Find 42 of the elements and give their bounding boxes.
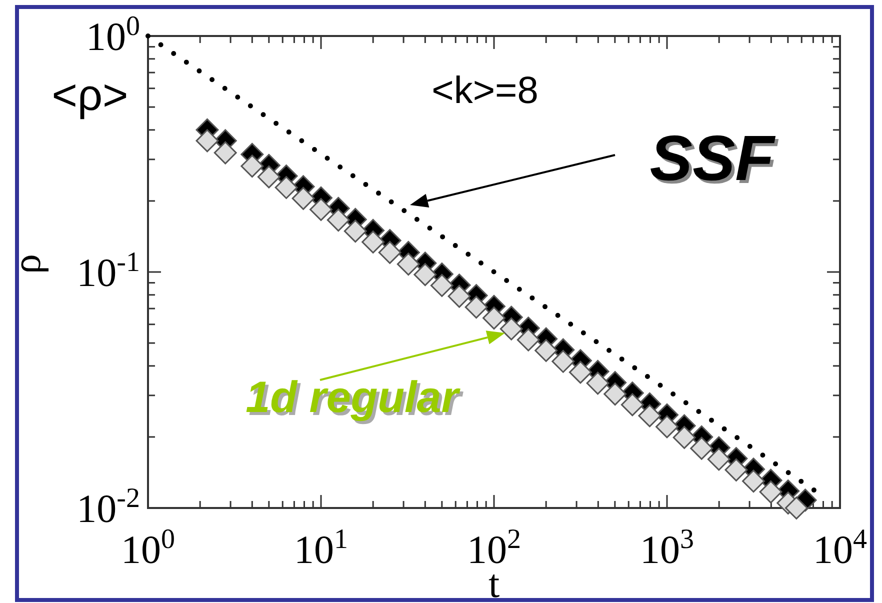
point <box>292 186 315 210</box>
annotation: <k>=8 <box>432 70 538 112</box>
text: <ρ> <box>52 71 128 120</box>
y-tick-label: 10$^{0}$ <box>86 10 140 59</box>
point <box>759 480 782 504</box>
point <box>362 230 385 254</box>
point <box>516 328 540 352</box>
point <box>430 274 454 297</box>
x-tick-label: 10$^{2}$ <box>467 524 521 572</box>
point <box>707 448 730 471</box>
y-tick-label: 10$^{-1}$ <box>76 246 140 295</box>
point <box>326 208 350 232</box>
point <box>396 252 420 276</box>
point <box>257 165 280 188</box>
point <box>310 198 332 221</box>
point <box>604 382 627 406</box>
point <box>552 350 575 373</box>
point <box>724 458 748 482</box>
point <box>534 339 558 362</box>
x-tick-label: 10$^{4}$ <box>813 524 867 572</box>
point <box>672 426 696 449</box>
point <box>344 220 367 243</box>
point <box>742 470 765 493</box>
point <box>690 436 714 460</box>
point <box>656 415 678 438</box>
point <box>448 284 471 308</box>
point <box>500 317 523 340</box>
point <box>378 240 402 264</box>
y-axis-title: ρ <box>4 254 49 274</box>
annotation: SSF <box>652 125 780 197</box>
point <box>586 372 610 395</box>
x-tick-label: 10$^{3}$ <box>640 524 694 572</box>
point <box>274 176 298 199</box>
point <box>568 360 592 384</box>
x-tick-label: 10$^{1}$ <box>294 524 348 572</box>
point <box>240 154 264 178</box>
point <box>464 296 488 319</box>
point <box>620 393 644 416</box>
point <box>482 306 506 330</box>
point <box>414 263 437 286</box>
point <box>638 404 662 428</box>
annotation: 1d regular <box>248 376 464 425</box>
